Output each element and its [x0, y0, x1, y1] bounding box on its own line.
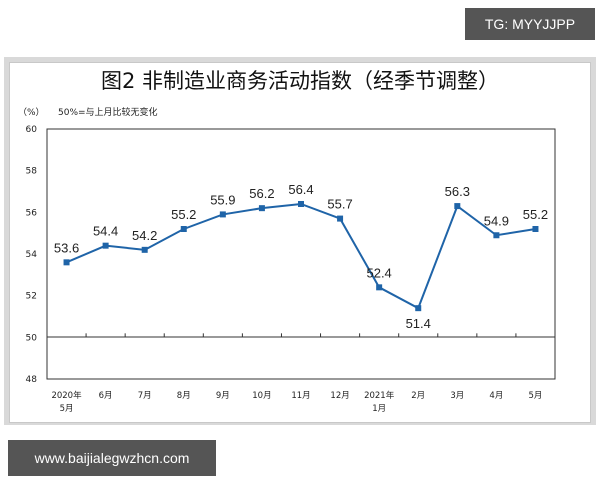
y-tick-label: 50 — [26, 333, 38, 343]
y-tick-label: 48 — [26, 375, 38, 385]
data-label: 51.4 — [406, 316, 431, 331]
x-tick-label: 5月 — [529, 391, 543, 401]
reference-note: 50%=与上月比较无变化 — [58, 108, 158, 118]
data-point-marker — [454, 203, 461, 210]
plot-area — [46, 128, 556, 380]
x-tick-label: 5月 — [60, 404, 74, 414]
data-point-marker — [532, 226, 539, 232]
data-point-marker — [415, 305, 422, 312]
data-point-marker — [102, 242, 109, 249]
y-tick-label: 52 — [26, 292, 37, 302]
data-label: 56.4 — [288, 182, 313, 197]
data-point-marker — [258, 205, 265, 212]
data-label: 56.3 — [445, 184, 470, 199]
data-label: 55.2 — [171, 207, 196, 222]
x-tick-label: 7月 — [138, 391, 152, 401]
data-point-marker — [219, 211, 226, 218]
data-label: 54.9 — [484, 213, 509, 228]
x-tick-label: 1月 — [372, 404, 386, 414]
x-tick-label: 12月 — [330, 391, 349, 401]
x-tick-label: 9月 — [216, 391, 230, 401]
x-tick-label: 2月 — [411, 391, 425, 401]
data-point-marker — [376, 284, 383, 291]
data-label: 52.4 — [366, 265, 391, 280]
data-point-marker — [337, 215, 344, 222]
data-labels: 53.6 54.4 54.2 55.2 55.9 56.2 56.4 55.7 52.4 51.4… — [54, 182, 548, 331]
data-label: 53.6 — [54, 240, 79, 255]
data-label: 54.2 — [132, 228, 157, 243]
y-tick-label: 60 — [26, 125, 38, 135]
x-tick-label: 2020年 — [51, 390, 82, 401]
chart-title: 图2 非制造业商务活动指数（经季节调整） — [100, 69, 500, 93]
x-tick-label: 2021年 — [364, 390, 395, 401]
data-point-marker — [298, 201, 304, 207]
data-label: 56.2 — [249, 186, 274, 201]
data-label: 54.4 — [93, 224, 118, 239]
y-tick-label: 54 — [26, 250, 38, 260]
x-axis-ticks — [85, 333, 517, 338]
x-tick-label: 11月 — [291, 391, 310, 401]
x-tick-label: 8月 — [177, 391, 191, 401]
data-point-marker — [493, 232, 500, 239]
x-tick-label: 3月 — [450, 391, 464, 401]
x-axis-labels: 2020年 5月 6月 7月 8月 9月 10月 11月 12月 2021年 1月 2月 3月 4月 5月 — [51, 390, 542, 414]
data-point-marker — [141, 246, 148, 253]
data-label: 55.7 — [327, 197, 352, 212]
y-axis-ticks: 48 50 52 54 56 58 60 — [26, 125, 38, 385]
x-tick-label: 4月 — [489, 391, 503, 401]
y-tick-label: 56 — [26, 208, 38, 218]
watermark-top-badge: TG: MYYJJPP — [465, 8, 595, 40]
series-markers — [63, 201, 539, 312]
y-tick-label: 58 — [26, 167, 38, 177]
data-point-marker — [180, 226, 187, 232]
data-label: 55.9 — [210, 192, 235, 207]
x-tick-label: 6月 — [99, 391, 113, 401]
x-tick-label: 10月 — [252, 391, 271, 401]
y-axis-unit-label: （%） — [18, 108, 45, 118]
data-point-marker — [63, 259, 70, 266]
data-label: 55.2 — [523, 207, 548, 222]
watermark-bottom-badge: www.baijialegwzhcn.com — [8, 440, 216, 476]
